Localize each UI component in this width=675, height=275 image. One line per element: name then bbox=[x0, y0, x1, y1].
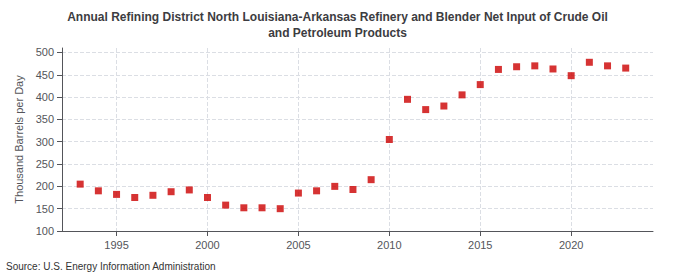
svg-text:350: 350 bbox=[36, 113, 54, 125]
svg-text:2015: 2015 bbox=[468, 239, 492, 251]
svg-text:200: 200 bbox=[36, 180, 54, 192]
svg-text:2020: 2020 bbox=[559, 239, 583, 251]
svg-text:250: 250 bbox=[36, 158, 54, 170]
svg-text:450: 450 bbox=[36, 69, 54, 81]
svg-text:1995: 1995 bbox=[104, 239, 128, 251]
svg-text:and Petroleum Products: and Petroleum Products bbox=[268, 26, 407, 40]
svg-text:100: 100 bbox=[36, 225, 54, 237]
svg-text:Annual Refining District North: Annual Refining District North Louisiana… bbox=[67, 10, 608, 24]
svg-text:2000: 2000 bbox=[195, 239, 219, 251]
svg-text:500: 500 bbox=[36, 46, 54, 58]
svg-text:2005: 2005 bbox=[286, 239, 310, 251]
svg-text:2010: 2010 bbox=[377, 239, 401, 251]
svg-text:400: 400 bbox=[36, 91, 54, 103]
svg-text:Source: U.S. Energy Informatio: Source: U.S. Energy Information Administ… bbox=[6, 261, 216, 272]
svg-text:300: 300 bbox=[36, 136, 54, 148]
svg-text:150: 150 bbox=[36, 203, 54, 215]
svg-text:Thousand Barrels per Day: Thousand Barrels per Day bbox=[13, 75, 25, 204]
